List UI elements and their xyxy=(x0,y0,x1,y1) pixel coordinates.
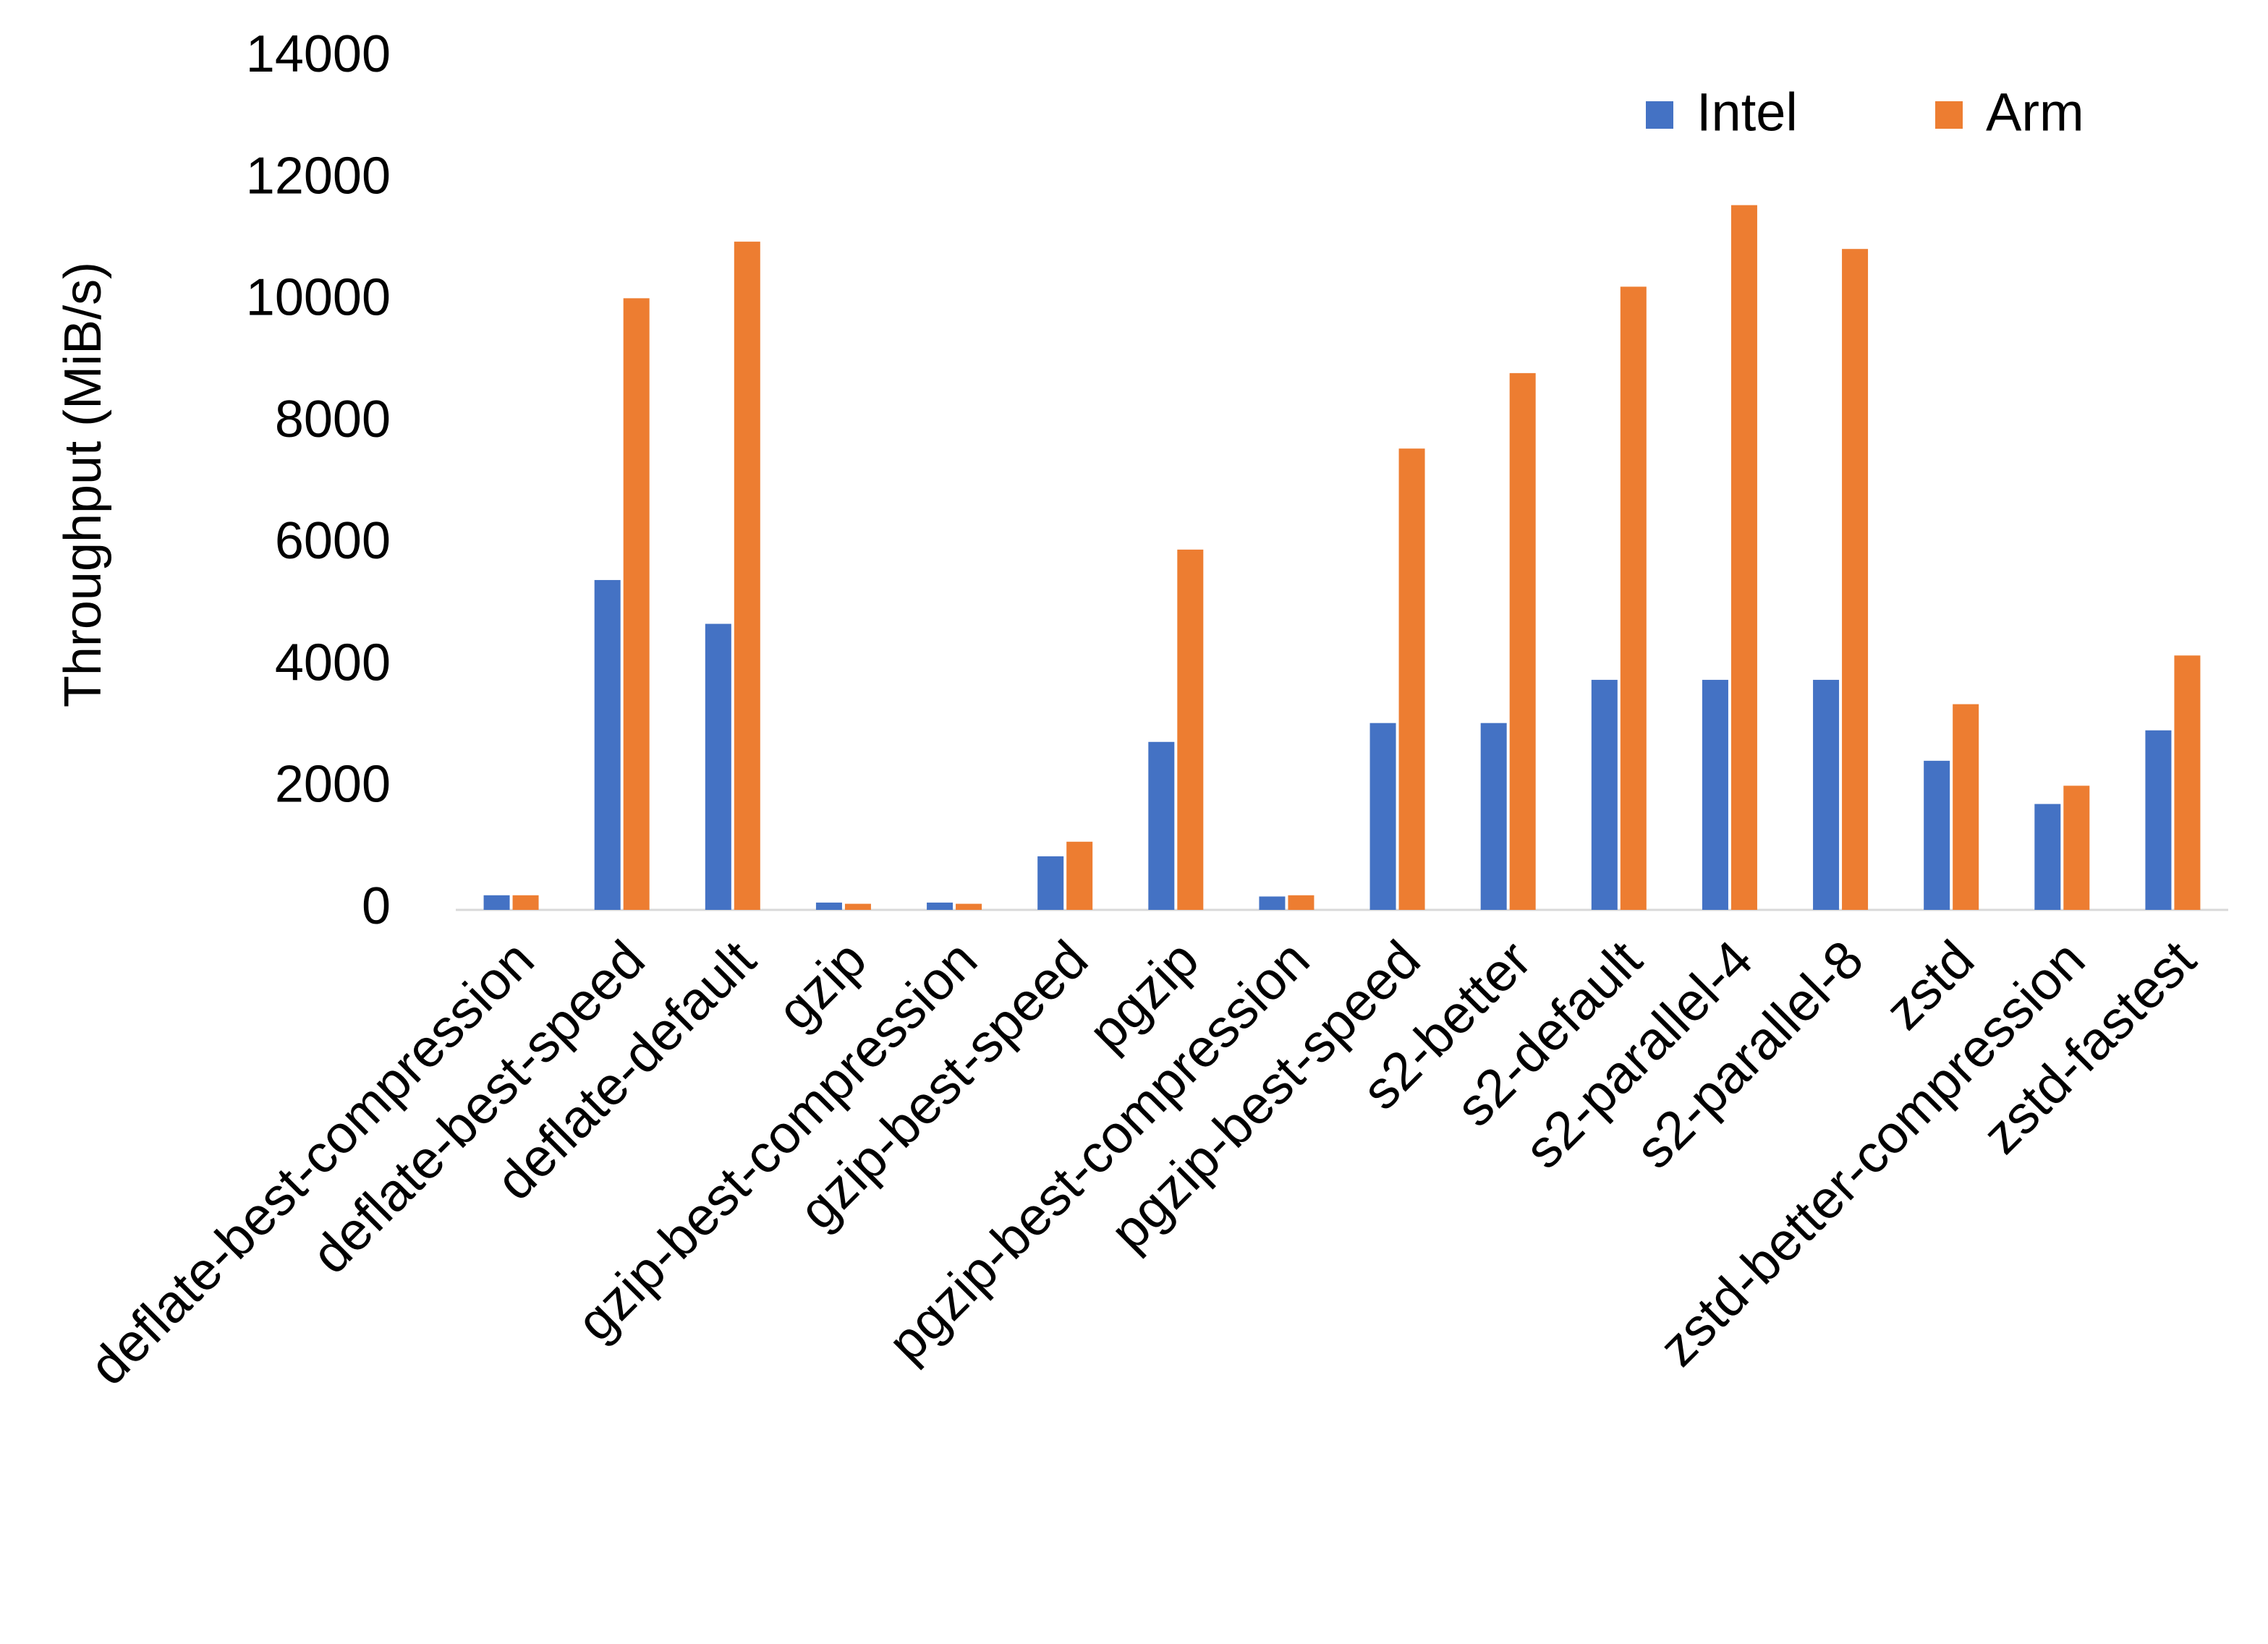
bar xyxy=(734,242,760,910)
y-tick-label: 0 xyxy=(362,877,391,935)
bar xyxy=(1924,760,1950,910)
bar xyxy=(1066,841,1093,910)
y-axis-title: Throughput (MiB/s) xyxy=(54,262,112,707)
legend-swatch xyxy=(1646,101,1673,129)
bar xyxy=(1730,205,1757,910)
y-tick-label: 8000 xyxy=(275,391,391,448)
y-tick-label: 12000 xyxy=(246,147,391,205)
bar xyxy=(623,298,650,911)
bar xyxy=(594,579,621,910)
bar xyxy=(1702,679,1728,910)
y-tick-label: 6000 xyxy=(275,512,391,570)
bar xyxy=(2174,655,2201,910)
x-tick-label: deflate-best-compression xyxy=(78,929,545,1396)
legend-swatch xyxy=(1935,101,1963,129)
bar xyxy=(2145,730,2172,910)
bar xyxy=(1509,372,1536,910)
legend-label: Intel xyxy=(1696,82,1798,142)
bar xyxy=(705,623,731,910)
bar xyxy=(956,903,982,910)
bar xyxy=(844,903,871,910)
y-tick-label: 2000 xyxy=(275,756,391,814)
bar xyxy=(1842,249,1869,910)
bar xyxy=(512,895,539,910)
bar xyxy=(1037,856,1064,910)
bar xyxy=(927,902,954,910)
bar xyxy=(2034,804,2061,910)
bar xyxy=(1177,549,1204,910)
bar xyxy=(1591,679,1618,910)
bar xyxy=(1813,679,1840,910)
bar xyxy=(815,902,842,910)
bar xyxy=(1480,723,1507,910)
legend-label: Arm xyxy=(1986,82,2084,142)
bar xyxy=(1620,286,1647,910)
bar xyxy=(1148,741,1175,910)
y-tick-label: 14000 xyxy=(246,25,391,83)
y-tick-label: 4000 xyxy=(275,634,391,691)
y-tick-label: 10000 xyxy=(246,269,391,327)
bar xyxy=(1259,896,1286,910)
bar xyxy=(1398,448,1425,910)
bar xyxy=(2063,785,2090,910)
bar xyxy=(483,895,510,910)
bar xyxy=(1288,895,1314,910)
bar xyxy=(1953,704,1979,910)
bar xyxy=(1369,723,1396,910)
